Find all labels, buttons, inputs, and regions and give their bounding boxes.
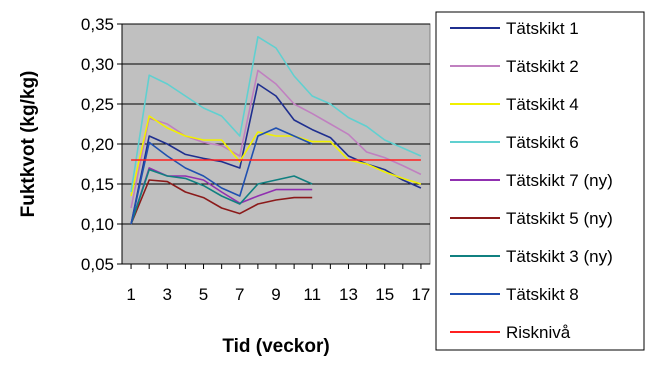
legend-label: Risknivå [506,323,571,342]
legend-label: Tätskikt 4 [506,95,579,114]
y-axis-title: Fuktkvot (kg/kg) [18,71,39,218]
y-tick-label: 0,35 [81,15,114,34]
y-tick-label: 0,05 [81,255,114,274]
y-tick-label: 0,30 [81,55,114,74]
legend-label: Tätskikt 3 (ny) [506,247,613,266]
legend-label: Tätskikt 6 [506,133,579,152]
x-tick-label: 9 [271,285,280,304]
x-tick-label: 13 [339,285,358,304]
axes [117,23,430,269]
series-line-6 [130,179,313,225]
y-tick-label: 0,20 [81,135,114,154]
legend-label: Tätskikt 2 [506,57,579,76]
x-tick-label: 1 [126,285,135,304]
x-tick-label: 17 [411,285,430,304]
x-tick-label: 7 [235,285,244,304]
y-tick-label: 0,10 [81,215,114,234]
x-tick-label: 3 [163,285,172,304]
legend: Tätskikt 1 Tätskikt 2 Tätskikt 4 Tätskikt 6… [450,19,613,342]
series-line-3 [130,115,422,197]
x-axis-title: Tid (veckor) [222,336,329,357]
x-tick-label: 11 [303,285,321,304]
x-tick-labels: 1 3 5 7 9 11 13 15 17 [126,285,430,304]
legend-label: Tätskikt 7 (ny) [506,171,613,190]
y-tick-label: 0,15 [81,175,114,194]
series-line-7 [130,168,313,225]
legend-label: Tätskikt 5 (ny) [506,209,613,228]
x-tick-label: 15 [375,285,394,304]
series-line-2 [130,69,422,209]
series-line-8 [130,127,313,225]
series-lines [130,35,422,225]
legend-label: Tätskikt 1 [506,19,579,38]
x-tick-label: 5 [199,285,208,304]
y-tick-labels: 0,05 0,10 0,15 0,20 0,25 0,30 0,35 [81,15,114,274]
y-tick-label: 0,25 [81,95,114,114]
series-line-4 [130,35,422,193]
legend-label: Tätskikt 8 [506,285,579,304]
